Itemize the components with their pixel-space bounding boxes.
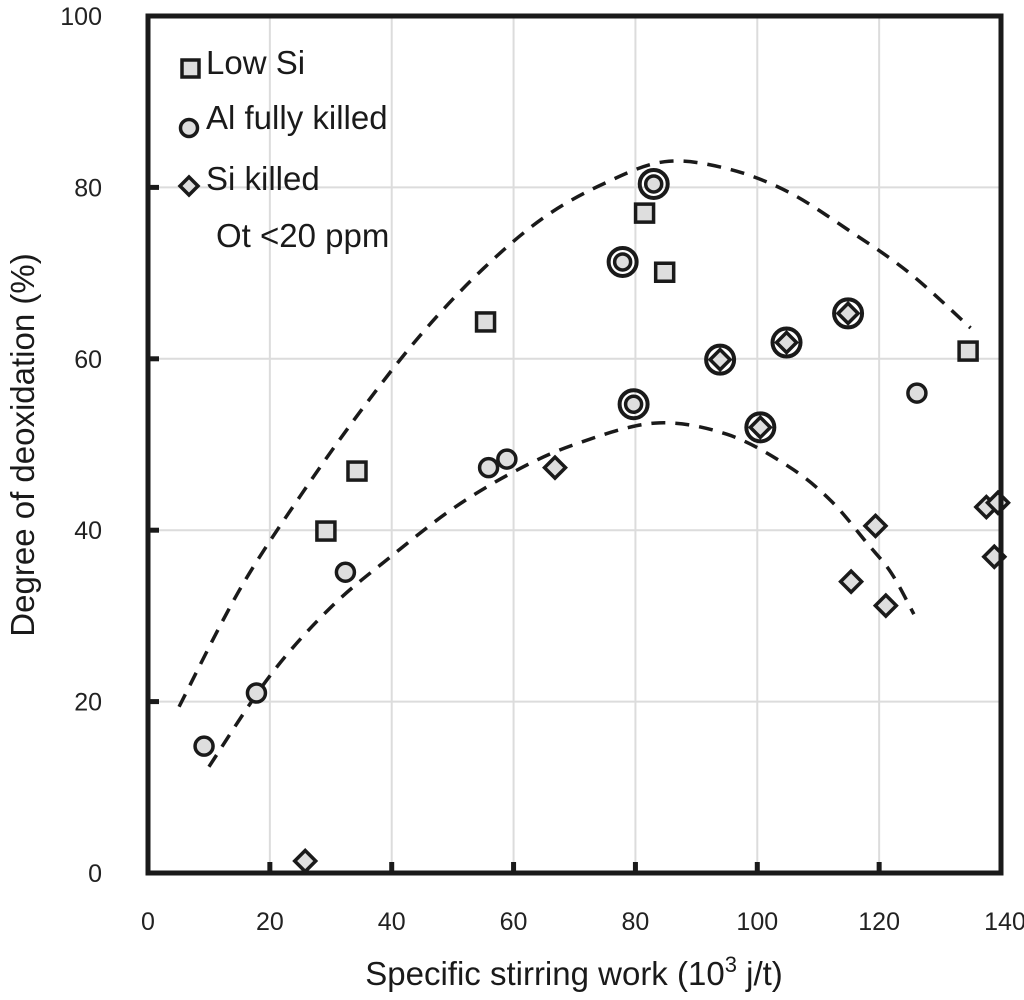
legend-label-low-si: Low Si bbox=[206, 44, 305, 81]
data-point-si-killed bbox=[832, 297, 865, 330]
circle-marker bbox=[477, 456, 500, 479]
diamond-marker bbox=[838, 568, 865, 595]
legend-item-low-si: Low Si bbox=[180, 44, 305, 81]
data-point-low-si bbox=[653, 261, 676, 283]
data-point-si-killed bbox=[770, 326, 803, 359]
diamond-marker bbox=[707, 347, 733, 373]
y-tick-label: 0 bbox=[88, 860, 102, 888]
diamond-marker bbox=[292, 848, 319, 874]
data-point-low-si bbox=[315, 520, 337, 542]
diamond-marker bbox=[747, 414, 773, 440]
fit-curves bbox=[177, 159, 972, 768]
data-points bbox=[193, 167, 1011, 874]
legend-label-al-fully-killed: Al fully killed bbox=[206, 99, 388, 136]
x-tick-label: 40 bbox=[378, 908, 406, 936]
square-marker-icon bbox=[180, 58, 201, 79]
data-point-al-fully-killed bbox=[906, 382, 928, 404]
data-point-low-si bbox=[346, 460, 368, 482]
circle-marker bbox=[334, 561, 357, 583]
data-point-al-fully-killed bbox=[477, 456, 500, 479]
data-point-al-fully-killed bbox=[617, 388, 650, 421]
data-point-al-fully-killed bbox=[193, 735, 215, 757]
x-tick-labels: 0 20 40 60 80 100 120 140 bbox=[141, 908, 1024, 936]
ring-marker bbox=[704, 343, 737, 376]
diamond-marker bbox=[872, 592, 899, 619]
ring-marker bbox=[637, 167, 670, 200]
y-tick-label: 100 bbox=[60, 3, 102, 31]
data-point-si-killed bbox=[862, 512, 889, 539]
ring-marker bbox=[832, 297, 865, 330]
axis-ticks bbox=[148, 184, 882, 873]
data-point-low-si bbox=[957, 340, 979, 362]
data-point-si-killed bbox=[542, 454, 568, 481]
plot-frame bbox=[145, 13, 1004, 876]
x-tick-label: 120 bbox=[858, 908, 900, 936]
circle-marker bbox=[193, 735, 215, 757]
data-point-si-killed bbox=[838, 568, 865, 595]
x-axis-title: Specific stirring work (103 j/t) bbox=[365, 952, 783, 992]
legend-label-si-killed: Si killed bbox=[206, 160, 320, 197]
diamond-marker-icon bbox=[177, 174, 201, 198]
x-axis-title-tail: j/t) bbox=[737, 955, 783, 992]
data-point-si-killed bbox=[292, 848, 319, 874]
ring-marker bbox=[617, 388, 650, 421]
circle-marker bbox=[623, 394, 644, 414]
y-tick-label: 80 bbox=[74, 174, 102, 202]
y-tick-label: 60 bbox=[74, 346, 102, 374]
data-point-al-fully-killed bbox=[637, 167, 670, 200]
x-axis-title-superscript: 3 bbox=[725, 952, 737, 977]
x-tick-label: 140 bbox=[984, 908, 1024, 936]
circle-marker bbox=[496, 448, 518, 470]
x-axis-title-main: Specific stirring work (10 bbox=[365, 955, 724, 992]
data-point-low-si bbox=[633, 202, 656, 224]
x-tick-label: 80 bbox=[622, 908, 650, 936]
data-point-al-fully-killed bbox=[334, 561, 357, 583]
legend: Low Si Al fully killed Si killed Ot <20 … bbox=[177, 44, 389, 254]
square-marker bbox=[474, 311, 497, 333]
circle-marker bbox=[643, 174, 664, 194]
circle-marker bbox=[612, 252, 633, 272]
x-tick-label: 20 bbox=[256, 908, 284, 936]
annotation-oxygen-limit: Ot <20 ppm bbox=[216, 217, 389, 254]
data-point-si-killed bbox=[704, 343, 737, 376]
circle-marker bbox=[906, 382, 928, 404]
square-marker bbox=[315, 520, 337, 542]
y-tick-labels: 0 20 40 60 80 100 bbox=[60, 3, 102, 888]
diamond-marker bbox=[862, 512, 889, 539]
x-tick-label: 0 bbox=[141, 908, 155, 936]
x-tick-label: 100 bbox=[736, 908, 778, 936]
circle-marker bbox=[245, 682, 268, 704]
data-point-al-fully-killed bbox=[245, 682, 268, 704]
diamond-marker bbox=[835, 300, 861, 326]
legend-item-si-killed: Si killed bbox=[177, 160, 320, 198]
y-tick-label: 20 bbox=[74, 689, 102, 717]
diamond-marker bbox=[774, 330, 800, 355]
diamond-marker bbox=[542, 454, 568, 481]
square-marker bbox=[346, 460, 368, 482]
y-tick-label: 40 bbox=[74, 517, 102, 545]
fit-curve-lower-envelope bbox=[207, 421, 916, 768]
legend-item-al-fully-killed: Al fully killed bbox=[178, 99, 388, 139]
x-tick-label: 60 bbox=[500, 908, 528, 936]
square-marker bbox=[653, 261, 676, 283]
y-axis-title: Degree of deoxidation (%) bbox=[4, 253, 41, 636]
ring-marker bbox=[770, 326, 803, 359]
data-point-si-killed bbox=[872, 592, 899, 619]
square-marker bbox=[633, 202, 656, 224]
data-point-al-fully-killed bbox=[606, 245, 639, 278]
data-point-al-fully-killed bbox=[496, 448, 518, 470]
data-point-si-killed bbox=[744, 411, 777, 444]
circle-marker-icon bbox=[178, 117, 200, 139]
data-point-low-si bbox=[474, 311, 497, 333]
gridlines bbox=[148, 16, 1001, 873]
square-marker bbox=[957, 340, 979, 362]
fit-curve-upper-envelope bbox=[177, 159, 972, 708]
ring-marker bbox=[744, 411, 777, 444]
ring-marker bbox=[606, 245, 639, 278]
